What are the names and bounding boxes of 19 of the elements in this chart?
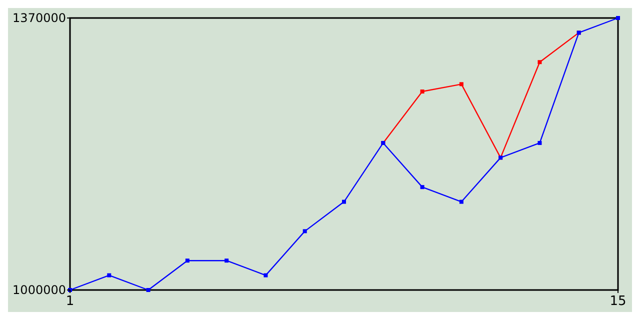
point: [264, 273, 268, 278]
y-tick-label: 1000000: [12, 283, 66, 298]
point: [459, 200, 464, 204]
point: [146, 288, 150, 292]
x-tick-label: 15: [610, 294, 626, 309]
point: [538, 140, 542, 145]
point: [185, 258, 190, 263]
line-series: [68, 16, 620, 292]
point: [420, 185, 424, 190]
point: [420, 90, 424, 94]
point: [616, 16, 620, 20]
x-tick-label: 1: [66, 294, 74, 309]
y-tick-label: 1370000: [12, 11, 66, 26]
point: [459, 82, 464, 86]
point: [538, 60, 542, 64]
point: [107, 273, 112, 278]
point: [302, 229, 307, 234]
point: [224, 258, 229, 263]
point: [342, 200, 346, 204]
